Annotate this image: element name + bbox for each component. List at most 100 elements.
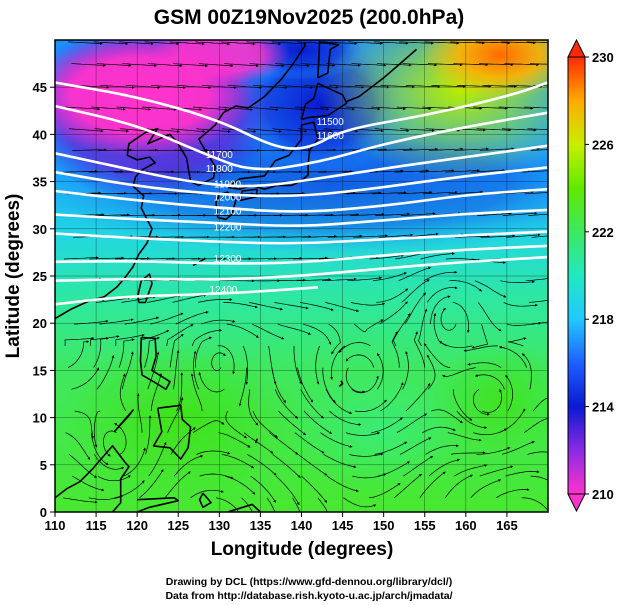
streamline [422, 426, 456, 434]
streamline [396, 413, 428, 434]
streamline [278, 84, 314, 89]
streamline [526, 41, 548, 43]
streamline [549, 346, 566, 378]
streamline [99, 318, 134, 325]
streamline [172, 294, 207, 303]
contour-label: 12300 [214, 254, 242, 265]
streamline [89, 335, 120, 346]
y-tick-label: 35 [33, 175, 47, 190]
streamline [473, 106, 508, 110]
streamline [88, 170, 124, 173]
streamline [326, 475, 359, 493]
streamline [405, 84, 441, 89]
streamline [218, 432, 251, 448]
streamline [321, 277, 357, 282]
field-green-east [430, 340, 548, 460]
streamline [271, 278, 306, 282]
streamline [193, 350, 200, 390]
streamline [211, 352, 226, 372]
y-tick-label: 45 [33, 80, 47, 95]
streamline [453, 389, 473, 421]
streamline [424, 41, 460, 45]
streamline [467, 362, 502, 368]
y-tick-label: 40 [33, 127, 47, 142]
streamline [328, 323, 341, 355]
streamline [243, 432, 274, 454]
contour-label: 11700 [206, 150, 234, 161]
streamline [173, 455, 204, 477]
streamline [73, 319, 109, 325]
streamline [201, 319, 236, 325]
streamline [248, 302, 283, 311]
streamline [114, 256, 150, 260]
x-axis-ticks: 110 115 120 125 130 135 140 145 150 155 160 165 [45, 512, 518, 533]
streamline [430, 295, 451, 325]
streamline [276, 235, 312, 239]
streamline [431, 84, 466, 89]
streamline [499, 190, 535, 195]
streamline [323, 454, 357, 469]
streamline [427, 63, 463, 67]
streamline [300, 389, 324, 419]
streamline [373, 41, 409, 45]
streamline [322, 41, 358, 45]
streamline [480, 234, 516, 238]
y-tick-label: 0 [40, 505, 47, 520]
streamline [527, 128, 548, 131]
streamline [191, 328, 223, 347]
streamline [144, 41, 180, 46]
colorbar-ticks: 210 214 218 222 226 230 [585, 50, 614, 502]
streamline [190, 373, 203, 412]
y-tick-label: 30 [33, 222, 47, 237]
height-contour [55, 208, 548, 227]
streamline [71, 63, 107, 67]
streamline [294, 106, 330, 111]
streamline [225, 410, 247, 439]
streamline [269, 432, 299, 455]
streamline [67, 340, 90, 368]
streamline [477, 302, 502, 332]
streamline [252, 84, 288, 89]
streamline [96, 296, 131, 303]
streamline [505, 470, 540, 477]
streamline [215, 497, 240, 512]
streamline [72, 148, 107, 152]
coastlines [55, 41, 418, 512]
colorbar: 210 214 218 222 226 230 [567, 38, 614, 513]
height-contour [55, 255, 548, 282]
streamline [472, 389, 490, 416]
streamline [445, 474, 473, 498]
streamline [114, 480, 145, 499]
streamline [145, 128, 180, 133]
streamline [419, 169, 455, 173]
streamline [476, 128, 512, 132]
streamline [176, 84, 212, 90]
streamline [296, 278, 332, 282]
streamline [498, 345, 527, 368]
streamline [317, 170, 353, 173]
streamline [374, 128, 410, 133]
streamline [195, 336, 212, 368]
streamline [347, 276, 383, 282]
streamline [302, 234, 337, 238]
streamline [379, 301, 408, 325]
streamline [150, 312, 184, 325]
streamline [151, 84, 186, 90]
streamline [94, 128, 129, 133]
streamline [97, 475, 131, 482]
streamline [396, 106, 432, 111]
streamline [393, 313, 411, 347]
streamline [482, 84, 517, 88]
streamline [250, 475, 276, 503]
colorbar-tick-label: 222 [592, 225, 614, 240]
contour-label: 11800 [206, 164, 234, 175]
sulawesi-coastline [136, 497, 180, 512]
streamline [303, 84, 339, 89]
streamline [197, 298, 233, 303]
x-tick-label: 130 [208, 518, 230, 533]
streamline [115, 333, 145, 346]
streamline [349, 212, 385, 216]
streamline [147, 63, 183, 68]
y-axis-ticks: 0 5 10 15 20 25 30 35 40 45 [33, 80, 55, 520]
y-tick-label: 15 [33, 363, 47, 378]
